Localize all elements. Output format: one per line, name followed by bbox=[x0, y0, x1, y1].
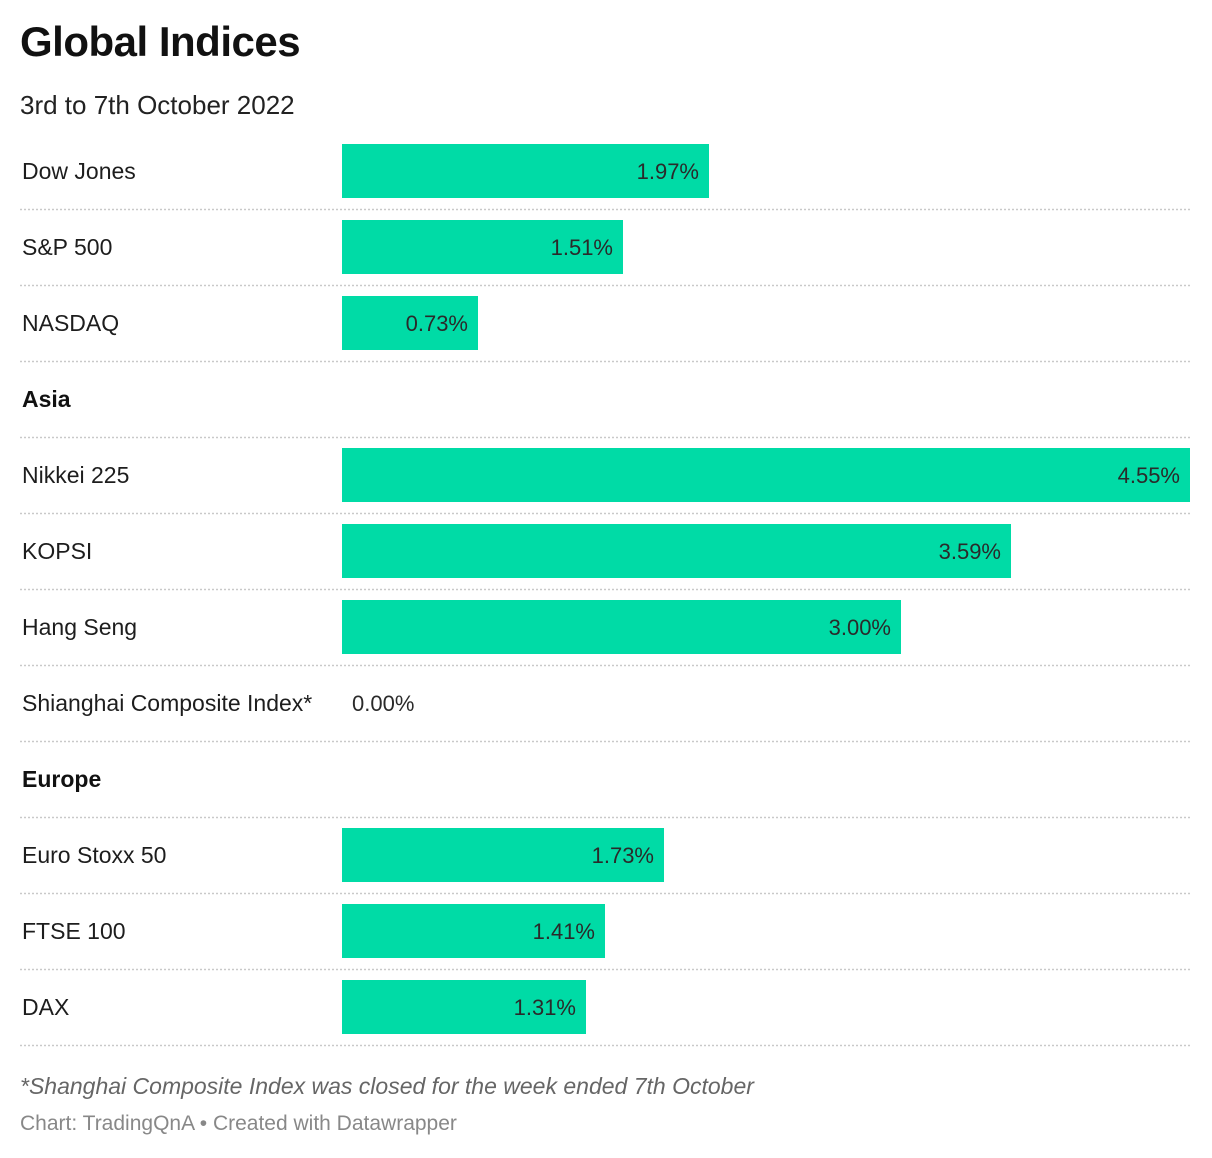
value-label-euro-stoxx-50: 1.73% bbox=[592, 843, 654, 868]
chart-title: Global Indices bbox=[20, 18, 301, 65]
row-label-nasdaq: NASDAQ bbox=[22, 310, 119, 336]
bar-kopsi bbox=[342, 524, 1011, 578]
value-label-hang-seng: 3.00% bbox=[829, 615, 891, 640]
row-label-s-p-500: S&P 500 bbox=[22, 234, 112, 260]
row-label-nikkei-225: Nikkei 225 bbox=[22, 462, 129, 488]
value-label-nikkei-225: 4.55% bbox=[1118, 463, 1180, 488]
value-label-dax: 1.31% bbox=[514, 995, 576, 1020]
bar-dow-jones bbox=[342, 144, 709, 198]
bar-ftse-100 bbox=[342, 904, 605, 958]
row-label-dow-jones: Dow Jones bbox=[22, 158, 136, 184]
value-label-nasdaq: 0.73% bbox=[406, 311, 468, 336]
bar-nasdaq bbox=[342, 296, 478, 350]
bar-dax bbox=[342, 980, 586, 1034]
row-label-hang-seng: Hang Seng bbox=[22, 614, 137, 640]
bar-chart: Dow Jones 1.97% S&P 500 1.51% NASDAQ 0.73% Asi… bbox=[20, 144, 1190, 1047]
row-label-ftse-100: FTSE 100 bbox=[22, 918, 126, 944]
value-label-ftse-100: 1.41% bbox=[533, 919, 595, 944]
row-label-euro-stoxx-50: Euro Stoxx 50 bbox=[22, 842, 166, 868]
group-label-europe: Europe bbox=[22, 766, 101, 792]
chart-subtitle: 3rd to 7th October 2022 bbox=[20, 90, 295, 120]
value-label-shianghai-composite-index: 0.00% bbox=[352, 691, 414, 716]
group-label-asia: Asia bbox=[22, 386, 71, 412]
row-label-dax: DAX bbox=[22, 994, 69, 1020]
bar-nikkei-225 bbox=[342, 448, 1190, 502]
footnote: *Shanghai Composite Index was closed for… bbox=[20, 1073, 754, 1099]
row-label-shianghai-composite-index: Shianghai Composite Index* bbox=[22, 690, 312, 716]
value-label-s-p-500: 1.51% bbox=[551, 235, 613, 260]
value-label-dow-jones: 1.97% bbox=[637, 159, 699, 184]
bar-hang-seng bbox=[342, 600, 901, 654]
row-label-kopsi: KOPSI bbox=[22, 538, 92, 564]
bar-euro-stoxx-50 bbox=[342, 828, 664, 882]
bar-s-p-500 bbox=[342, 220, 623, 274]
chart-credit: Chart: TradingQnA • Created with Datawra… bbox=[20, 1112, 457, 1135]
value-label-kopsi: 3.59% bbox=[939, 539, 1001, 564]
